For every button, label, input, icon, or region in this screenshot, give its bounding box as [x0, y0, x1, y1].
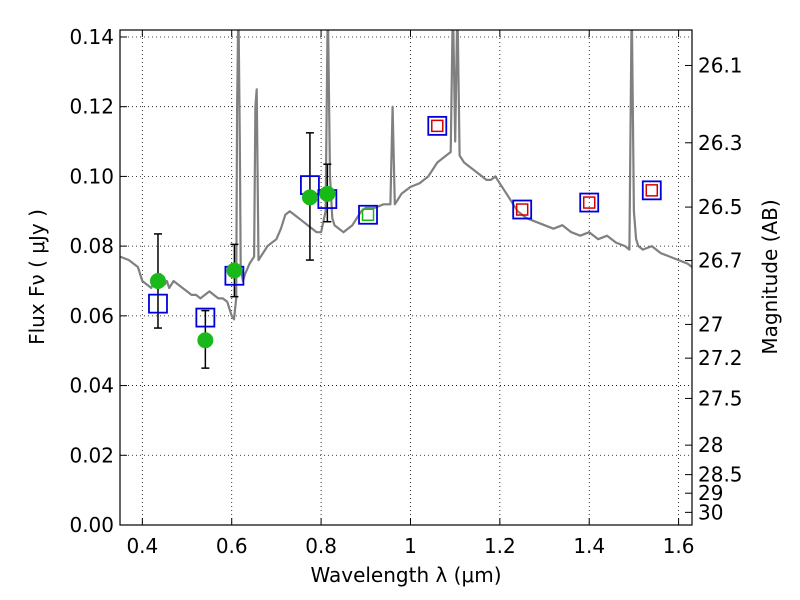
model-point-square	[427, 115, 448, 136]
right-tick-label: 28.5	[698, 463, 743, 487]
axis-ticks: 0.4 0.6 0.8 1 1.2 1.4 1.6 0.00 0.02 0.04 0.06 0.08 0…	[69, 25, 742, 558]
data-point-circle	[319, 185, 336, 202]
model-point-square	[148, 293, 168, 314]
right-tick-label: 26.5	[698, 195, 743, 219]
y-tick-label: 0.10	[69, 164, 114, 188]
x-tick-label: 0.6	[216, 534, 248, 558]
spectrum-layer	[120, 30, 692, 321]
plot-frame	[119, 29, 693, 526]
data-point-circle	[149, 272, 166, 289]
data-point-square	[431, 119, 444, 133]
y-tick-label: 0.06	[69, 304, 114, 328]
y-axis-right-label: Magnitude (AB)	[758, 199, 782, 354]
model-point-square	[512, 199, 533, 220]
data-point-circle	[226, 262, 243, 279]
right-tick-label: 30	[698, 500, 723, 524]
y-tick-label: 0.04	[69, 374, 114, 398]
data-point-square	[515, 203, 529, 216]
spectrum-line	[120, 30, 692, 321]
right-tick-label: 26.1	[698, 53, 743, 77]
y-tick-label: 0.08	[69, 234, 114, 258]
plot-background	[120, 30, 692, 525]
y-tick-label: 0.02	[69, 443, 114, 467]
x-tick-label: 1.4	[573, 534, 605, 558]
y-tick-label: 0.14	[69, 25, 114, 49]
x-tick-label: 0.4	[126, 534, 158, 558]
y-axis-label: Flux Fν ( μJy )	[25, 209, 49, 345]
marker-layer	[148, 115, 662, 349]
model-point-square	[195, 307, 216, 328]
x-tick-label: 1.2	[484, 534, 516, 558]
data-point-circle	[301, 189, 318, 206]
x-tick-label: 1	[404, 534, 417, 558]
right-tick-label: 27	[698, 312, 723, 336]
model-point-square	[579, 192, 600, 213]
x-tick-label: 1.6	[663, 534, 695, 558]
model-point-square	[641, 180, 662, 201]
right-tick-label: 27.5	[698, 386, 743, 410]
right-tick-label: 26.3	[698, 131, 743, 155]
right-tick-label: 27.2	[698, 346, 743, 370]
x-tick-label: 0.8	[305, 534, 337, 558]
model-point-square	[358, 204, 378, 225]
y-tick-label: 0.00	[69, 513, 114, 537]
data-point-square	[361, 208, 375, 222]
right-tick-label: 28	[698, 433, 723, 457]
data-point-square	[582, 196, 596, 209]
right-tick-label: 26.7	[698, 249, 743, 273]
data-point-circle	[197, 332, 214, 349]
y-tick-label: 0.12	[69, 95, 114, 119]
x-axis-label: Wavelength λ (μm)	[310, 563, 501, 587]
data-point-square	[645, 184, 659, 197]
right-tick-label: 29	[698, 481, 723, 505]
